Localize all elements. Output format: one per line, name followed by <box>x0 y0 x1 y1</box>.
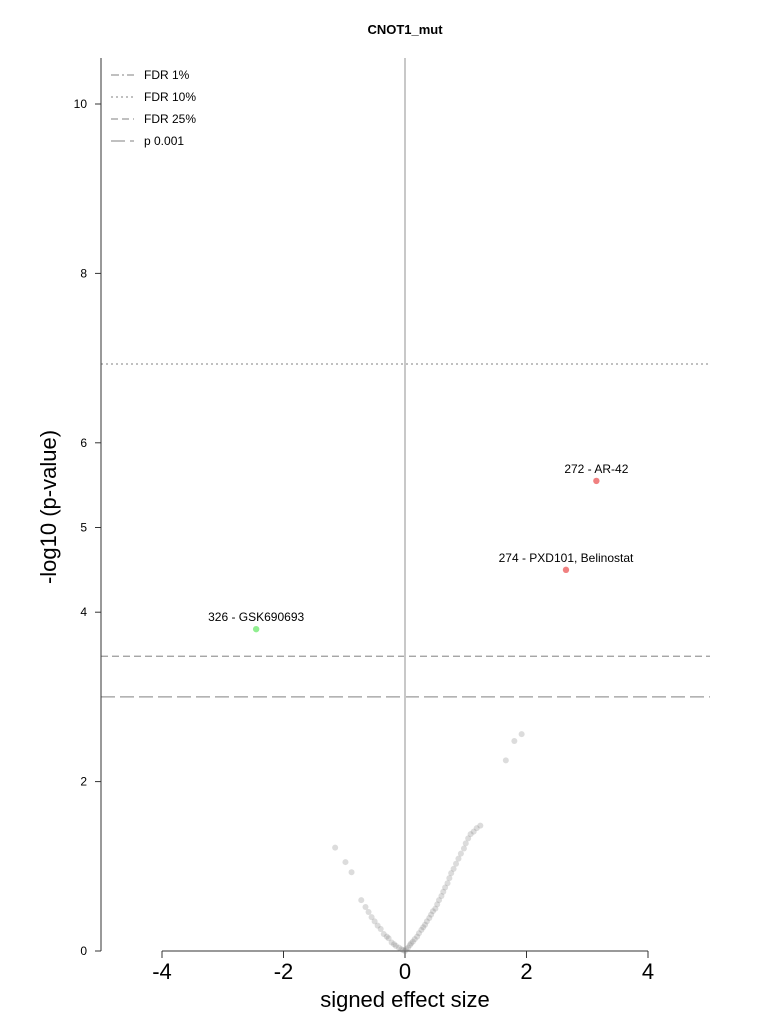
data-point <box>502 757 509 764</box>
point-label-2: 326 - GSK690693 <box>208 610 304 624</box>
data-point <box>465 835 472 842</box>
data-point <box>348 869 355 876</box>
data-point <box>415 930 422 937</box>
data-point <box>440 888 447 895</box>
y-tick-label-6: 10 <box>74 97 88 111</box>
data-point <box>446 875 453 882</box>
x-tick-label-3: 2 <box>520 959 532 984</box>
chart-title: CNOT1_mut <box>367 22 443 37</box>
y-tick-label-2: 4 <box>80 605 87 619</box>
data-point <box>374 922 381 929</box>
data-point <box>426 914 433 921</box>
data-point <box>406 942 413 949</box>
data-point <box>432 905 439 912</box>
highlighted-point-1 <box>562 566 570 574</box>
data-point <box>392 942 399 949</box>
x-tick-label-1: -2 <box>274 959 294 984</box>
data-point <box>408 940 415 947</box>
data-point <box>402 948 408 954</box>
point-labels: 272 - AR-42 274 - PXD101, Belinostat 326 -… <box>208 462 634 624</box>
data-point <box>444 880 451 887</box>
data-point <box>477 822 484 829</box>
data-point <box>448 870 455 877</box>
axes: 0 2 4 5 6 8 10 -4 -2 0 2 4 <box>74 58 654 984</box>
data-point <box>438 892 445 899</box>
legend-label-3: p 0.001 <box>144 134 184 148</box>
data-point <box>420 924 427 931</box>
point-label-0: 272 - AR-42 <box>564 462 628 476</box>
data-point <box>450 865 457 872</box>
data-point <box>429 908 436 915</box>
data-point <box>511 737 518 744</box>
data-point <box>428 911 435 918</box>
data-point <box>423 918 430 925</box>
x-axis-title: signed effect size <box>320 987 490 1012</box>
data-point <box>442 884 449 891</box>
data-point <box>462 840 469 847</box>
x-tick-label-4: 4 <box>642 959 654 984</box>
data-point <box>473 825 480 832</box>
y-tick-label-3: 5 <box>80 521 87 535</box>
y-tick-label-4: 6 <box>80 436 87 450</box>
x-tick-label-2: 0 <box>399 959 411 984</box>
highlighted-point-0 <box>593 477 600 485</box>
data-point <box>470 828 477 835</box>
data-point <box>455 855 462 862</box>
legend: FDR 1% FDR 10% FDR 25% p 0.001 <box>111 68 196 148</box>
legend-label-0: FDR 1% <box>144 68 190 82</box>
data-point <box>380 931 387 938</box>
data-point <box>409 938 416 945</box>
y-tick-label-1: 2 <box>80 775 87 789</box>
legend-label-1: FDR 10% <box>144 90 196 104</box>
data-point <box>414 933 421 940</box>
data-point <box>418 926 425 933</box>
y-tick-label-5: 8 <box>80 266 87 280</box>
legend-label-2: FDR 25% <box>144 112 196 126</box>
data-point <box>453 860 460 867</box>
data-point <box>411 936 418 943</box>
data-point <box>422 921 429 928</box>
data-point <box>358 897 365 904</box>
data-point <box>436 897 443 904</box>
data-point <box>377 925 384 932</box>
data-point <box>467 831 474 838</box>
data-point <box>403 946 410 953</box>
highlighted-point-2 <box>252 625 260 633</box>
data-point <box>434 901 441 908</box>
data-point <box>460 845 467 852</box>
data-point <box>342 859 349 866</box>
data-points <box>252 477 600 954</box>
data-point <box>400 947 407 954</box>
data-point <box>405 944 412 951</box>
y-tick-label-0: 0 <box>80 944 87 958</box>
x-tick-label-0: -4 <box>152 959 172 984</box>
y-axis-title: -log10 (p-value) <box>36 430 61 584</box>
data-point <box>457 850 464 857</box>
data-point <box>398 946 405 953</box>
data-point <box>391 941 398 948</box>
data-point <box>388 939 395 946</box>
data-point <box>383 933 390 940</box>
data-point <box>518 731 525 738</box>
data-point <box>395 944 402 951</box>
point-label-1: 274 - PXD101, Belinostat <box>499 551 634 565</box>
data-point <box>368 914 375 921</box>
data-point <box>332 844 339 851</box>
data-point <box>385 935 392 942</box>
data-point <box>371 918 378 925</box>
data-point <box>365 909 372 916</box>
data-point <box>362 903 369 910</box>
